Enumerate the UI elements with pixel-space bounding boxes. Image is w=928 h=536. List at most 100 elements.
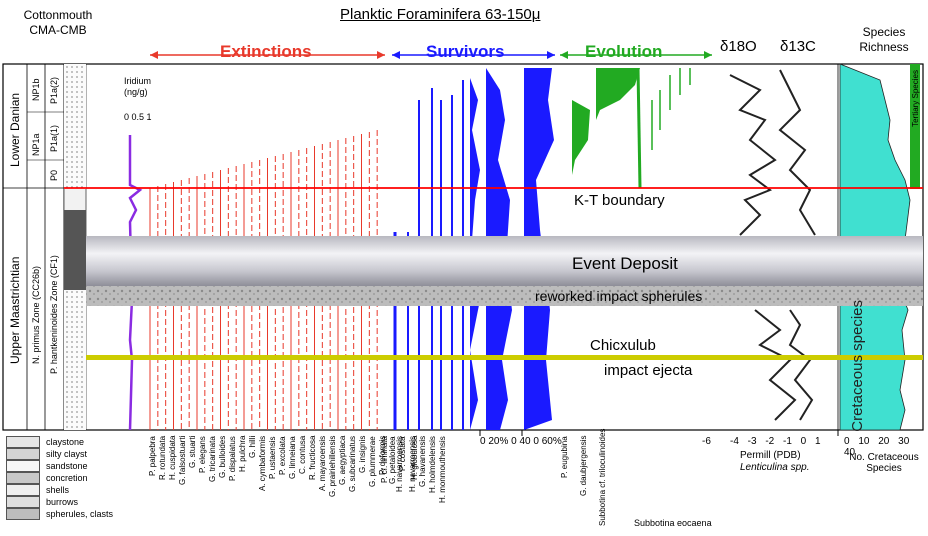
species-label: H. globulosa <box>410 436 419 481</box>
legend-item: spherules, clasts <box>6 508 113 520</box>
d13c-label: δ13C <box>780 38 816 55</box>
legend-label: silty clayst <box>46 449 88 459</box>
evolution-arrowhead-right <box>704 51 712 59</box>
legend-item: burrows <box>6 496 113 508</box>
extinctions-arrowhead-left <box>150 51 158 59</box>
section-title-line2: CMA-CMB <box>29 23 87 37</box>
species-label: G. aegyptiaca <box>338 436 347 486</box>
isotope-taxon-label: Lenticulina spp. <box>740 462 810 473</box>
legend-item: concretion <box>6 472 113 484</box>
species-label: H. cuspidata <box>168 436 177 481</box>
legend-swatch <box>6 460 40 472</box>
iridium-label: Iridium <box>124 76 152 86</box>
iridium-unit: (ng/g) <box>124 87 148 97</box>
richness-header-line1: Species <box>862 25 906 39</box>
reworked-label: reworked impact spherules <box>535 288 703 304</box>
kt-boundary-label: K-T boundary <box>574 192 665 209</box>
legend-swatch <box>6 496 40 508</box>
legend-item: silty clayst <box>6 448 113 460</box>
cretaceous-species-label: Cretaceous species <box>849 300 866 432</box>
extinctions-label: Extinctions <box>220 42 312 61</box>
species-label: P. cf. liminata <box>380 436 389 483</box>
richness-axis-ticks: 0 10 20 30 40 <box>844 436 910 458</box>
legend-swatch <box>6 484 40 496</box>
species-label: G. linneiana <box>288 436 297 479</box>
species-label: P. excolata <box>278 436 287 475</box>
species-label: P. palpebra <box>148 436 157 476</box>
lithology-legend: claystone silty clayst sandstone concretion… <box>6 436 113 520</box>
zone-p0: P0 <box>49 169 59 181</box>
species-label: A. cymbaformis <box>258 436 267 492</box>
legend-swatch <box>6 436 40 448</box>
species-label: H. pulchra <box>238 436 247 473</box>
survivors-arrowhead-right <box>547 51 555 59</box>
richness-axis-label-1: No. Cretaceous <box>849 452 919 463</box>
subbotina-label: Subbotina eocaena <box>634 518 712 528</box>
stage-lower-danian: Lower Danian <box>8 92 22 168</box>
section-title: Cottonmouth CMA-CMB <box>8 8 108 38</box>
zone-np1a: NP1a <box>31 133 41 157</box>
stage-upper-maastrichtian: Upper Maastrichtian <box>8 256 22 364</box>
lithology-column <box>63 63 87 431</box>
d18o-label: δ18O <box>720 38 757 55</box>
evolution-arrowhead-left <box>560 51 568 59</box>
zone-nprimus: N. primus Zone (CC26b) <box>31 265 41 365</box>
species-label: G. tricarinata <box>208 436 217 482</box>
species-label: P. elegans <box>198 436 207 473</box>
species-label: P. eugubina <box>560 436 569 478</box>
legend-item: sandstone <box>6 460 113 472</box>
survivors-arrowhead-left <box>392 51 400 59</box>
legend-swatch <box>6 448 40 460</box>
isotope-axis-ticks: -4 -3 -2 -1 0 1 <box>730 436 821 447</box>
impact-ejecta-label: impact ejecta <box>604 362 693 379</box>
legend-label: shells <box>46 485 70 495</box>
evolution-label: Evolution <box>585 42 663 61</box>
species-label: G. falsostuarti <box>178 436 187 486</box>
species-label: G. daubjergensis <box>579 436 588 497</box>
neg6-tick: -6 <box>702 436 711 447</box>
evolution-species-labels: P. eugubina G. daubjergensis Subbotina cf.… <box>560 428 720 531</box>
zone-np1b: NP1b <box>31 78 41 102</box>
legend-label: sandstone <box>46 461 88 471</box>
species-label: R. fructicosa <box>308 436 317 481</box>
richness-axis-label: No. Cretaceous Species <box>842 452 926 474</box>
richness-header: Species Richness <box>845 25 923 55</box>
iridium-header: Iridium (ng/g) 0 0.5 1 <box>124 76 152 123</box>
legend-swatch <box>6 472 40 484</box>
species-label: Subbotina cf. triloculinoides <box>598 428 607 526</box>
species-label: P. ustaensis <box>268 436 277 479</box>
survivors-label: Survivors <box>426 42 505 61</box>
legend-label: spherules, clasts <box>46 509 114 519</box>
species-label: R. rotundata <box>158 436 167 481</box>
iridium-ticks: 0 0.5 1 <box>124 112 152 122</box>
species-label: G. hilli <box>248 436 257 459</box>
species-label: G. subcarinatus <box>348 436 357 493</box>
species-label: A. mayaroensis <box>318 436 327 492</box>
zone-p1a1: P1a(1) <box>49 124 59 152</box>
species-label: G. prairiehillensis <box>328 436 337 498</box>
species-label: G. insignis <box>358 436 367 474</box>
chicxulub-line <box>86 355 923 360</box>
richness-axis-label-2: Species <box>866 463 902 474</box>
chicxulub-label: Chicxulub <box>590 337 656 354</box>
tertiary-species-label: Tertiary Species <box>911 70 920 127</box>
legend-label: claystone <box>46 437 85 447</box>
legend-item: shells <box>6 484 113 496</box>
event-deposit-label: Event Deposit <box>572 254 678 273</box>
section-title-line1: Cottonmouth <box>23 8 93 22</box>
zone-p1a2: P1a(2) <box>49 76 59 104</box>
species-label: G. bulloides <box>218 436 227 479</box>
main-title: Planktic Foraminifera 63-150μ <box>340 6 541 23</box>
richness-header-line2: Richness <box>859 40 909 54</box>
legend-label: concretion <box>46 473 88 483</box>
legend-item: claystone <box>6 436 113 448</box>
species-label: G. plummerae <box>368 436 377 487</box>
evolution-profiles <box>572 67 691 189</box>
species-label: H. navarroensis <box>395 436 404 493</box>
reworked-spherules-band <box>86 286 923 306</box>
species-label: P. dispalatus <box>228 436 237 481</box>
species-label: C. contusa <box>298 436 307 475</box>
survivor-axis-ticks: 0 20% 0 40 0 60% <box>480 436 562 447</box>
